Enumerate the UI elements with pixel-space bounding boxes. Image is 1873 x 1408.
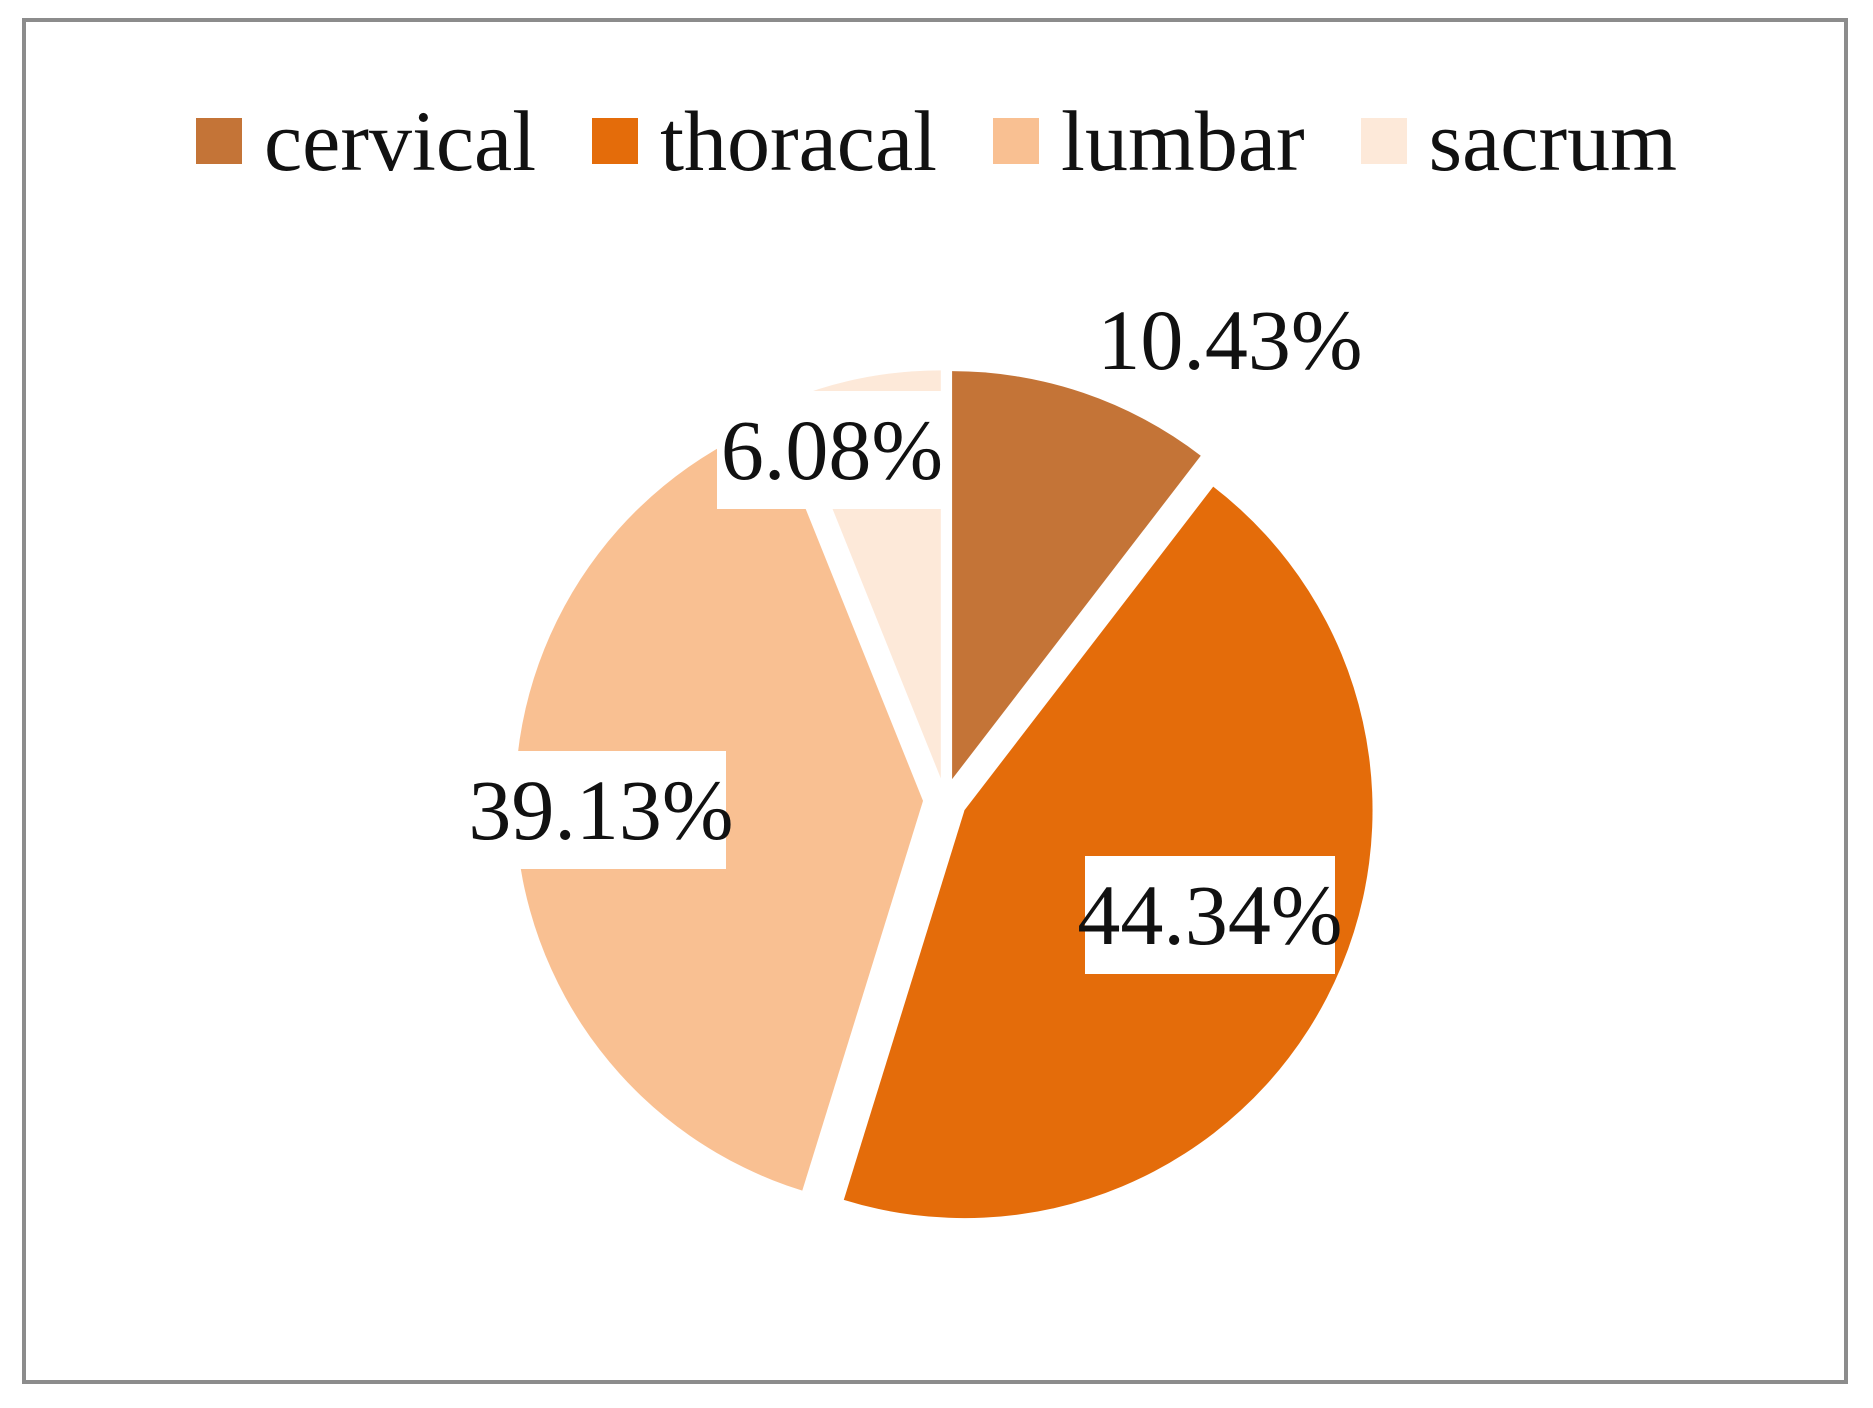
data-label-sacrum: 6.08%	[721, 402, 943, 498]
legend: cervical thoracal lumbar sacrum	[0, 96, 1873, 186]
legend-label-cervical: cervical	[263, 93, 537, 189]
legend-item-lumbar: lumbar	[993, 98, 1305, 184]
pie-data-labels: 10.43% 44.34% 39.13% 6.08%	[468, 292, 1363, 974]
legend-item-thoracal: thoracal	[592, 98, 937, 184]
pie-slice-cervical	[952, 371, 1201, 780]
legend-swatch-thoracal	[592, 118, 639, 164]
legend-swatch-sacrum	[1360, 118, 1407, 164]
legend-item-cervical: cervical	[195, 93, 537, 189]
legend-swatch-lumbar	[993, 118, 1040, 164]
data-label-cervical: 10.43%	[1097, 292, 1362, 388]
data-label-box-lumbar	[476, 751, 726, 869]
legend-label-lumbar: lumbar	[1061, 93, 1305, 189]
legend-label-sacrum: sacrum	[1428, 93, 1677, 189]
legend-label-thoracal: thoracal	[660, 93, 938, 189]
legend-item-sacrum: sacrum	[1360, 93, 1677, 189]
data-label-thoracal: 44.34%	[1077, 867, 1342, 963]
data-label-lumbar: 39.13%	[468, 762, 733, 858]
legend-swatch-cervical	[195, 118, 242, 164]
data-label-box-thoracal	[1085, 856, 1335, 974]
data-label-box-sacrum	[717, 391, 947, 509]
pie-slice-thoracal	[843, 486, 1373, 1219]
